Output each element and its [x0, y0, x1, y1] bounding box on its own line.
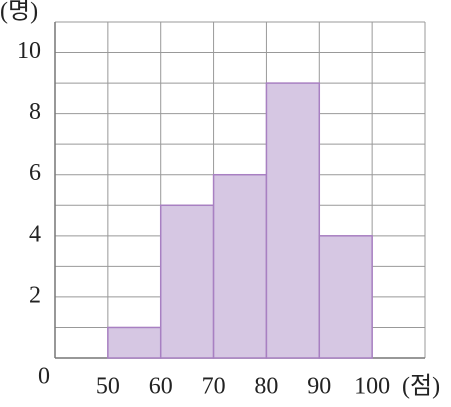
x-tick-label: 50	[96, 374, 120, 400]
bar	[212, 173, 268, 359]
origin-label: 0	[38, 364, 50, 390]
y-tick-label: 2	[29, 282, 41, 308]
x-tick-label: 100	[354, 374, 390, 400]
x-tick-label: 90	[307, 374, 331, 400]
bar	[159, 204, 215, 359]
x-tick-label: 80	[254, 374, 278, 400]
y-axis-label: (명)	[0, 0, 38, 25]
bar	[265, 82, 321, 359]
x-tick-label: 60	[149, 374, 173, 400]
x-tick-label: 70	[202, 374, 226, 400]
bar	[318, 235, 373, 359]
x-axis-label: (점)	[402, 373, 440, 400]
y-tick-label: 4	[29, 221, 41, 247]
y-tick-label: 10	[17, 38, 41, 64]
bar	[107, 326, 162, 359]
y-tick-label: 6	[29, 160, 41, 186]
y-tick-label: 8	[29, 99, 41, 125]
